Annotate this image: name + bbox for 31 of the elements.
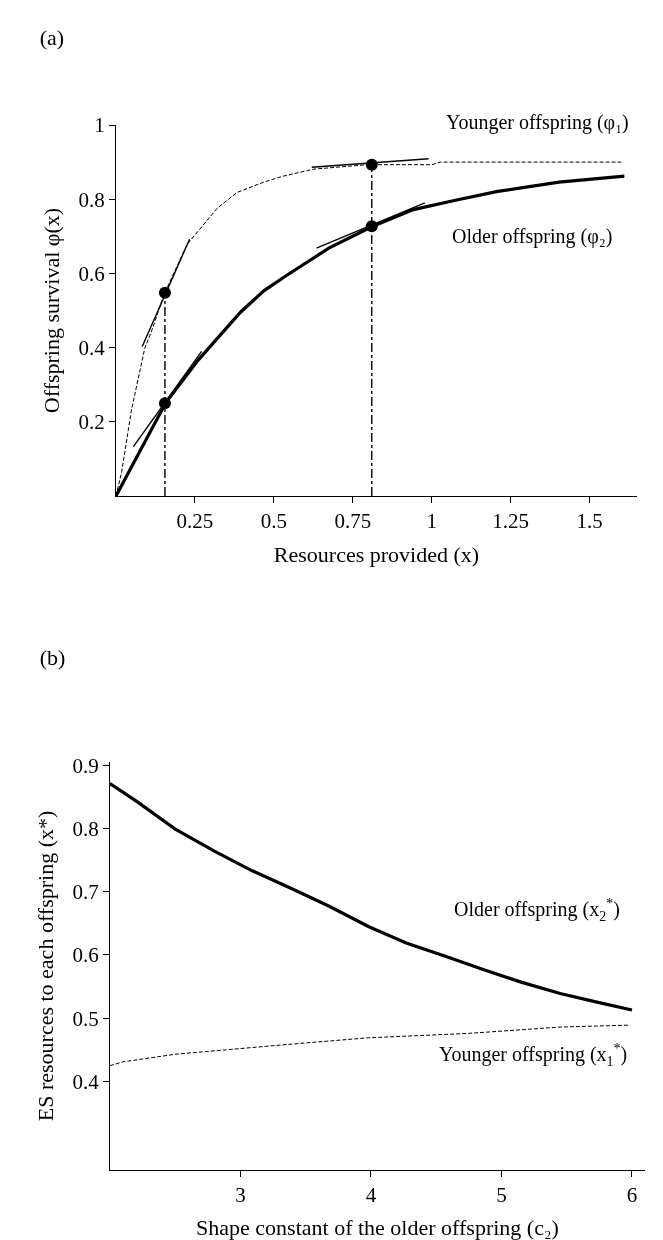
y-tick-label: 0.4 bbox=[78, 335, 106, 360]
y-tick-label: 0.2 bbox=[78, 410, 105, 435]
series-label: Older offspring (x$_{2}$$^{*}$) bbox=[454, 896, 620, 924]
series-label: Younger offspring (φ₁) bbox=[446, 111, 629, 134]
x-tick-label: 1.5 bbox=[576, 509, 603, 534]
y-axis-title: Offspring survival φ(x) bbox=[39, 207, 65, 414]
x-tick-label: 5 bbox=[496, 1183, 507, 1208]
x-tick-label: 0.75 bbox=[334, 509, 372, 534]
y-tick-label: 1 bbox=[94, 113, 105, 138]
chart-title: (b) bbox=[39, 645, 66, 671]
x-axis-title: Shape constant of the older offspring (c₂) bbox=[196, 1215, 559, 1240]
x-tick-label: 0.5 bbox=[260, 509, 288, 534]
y-tick-label: 0.6 bbox=[78, 261, 105, 286]
y-axis-title: ES resources to each offspring (x*) bbox=[33, 810, 59, 1122]
x-tick-label: 0.25 bbox=[176, 509, 214, 534]
series-label: Older offspring (φ₂) bbox=[452, 225, 613, 248]
x-tick-label: 1.25 bbox=[492, 509, 530, 534]
x-tick-label: 6 bbox=[626, 1183, 638, 1208]
y-tick-label: 0.9 bbox=[72, 753, 99, 778]
chart-title: (a) bbox=[39, 25, 65, 51]
y-tick-label: 0.8 bbox=[72, 816, 99, 841]
y-tick-label: 0.7 bbox=[72, 880, 99, 905]
y-tick-label: 0.4 bbox=[72, 1069, 100, 1094]
x-tick-label: 1 bbox=[426, 509, 438, 534]
y-tick-label: 0.5 bbox=[72, 1006, 99, 1031]
series-label: Younger offspring (x$_{1}$$^{*}$) bbox=[439, 1041, 628, 1069]
x-tick-label: 4 bbox=[365, 1183, 377, 1208]
y-tick-label: 0.8 bbox=[78, 187, 105, 212]
x-tick-label: 3 bbox=[235, 1183, 246, 1208]
x-axis-title: Resources provided (x) bbox=[273, 542, 480, 568]
y-tick-label: 0.6 bbox=[72, 943, 99, 968]
